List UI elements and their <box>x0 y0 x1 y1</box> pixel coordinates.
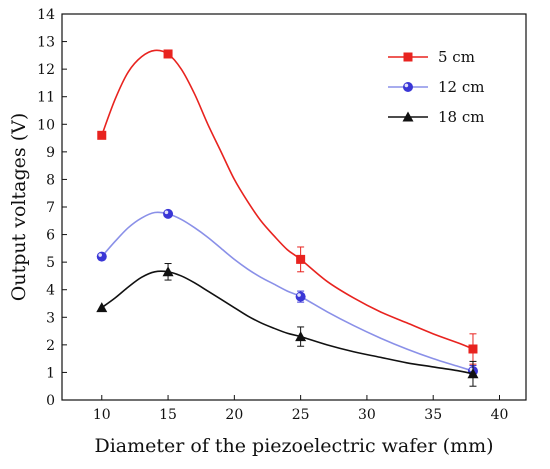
legend-label: 18 cm <box>438 108 484 126</box>
series-2 <box>96 263 479 387</box>
y-tick-label: 6 <box>46 228 55 244</box>
x-tick-label: 30 <box>358 407 376 423</box>
y-tick-label: 1 <box>46 365 55 381</box>
y-axis-title: Output voltages (V) <box>8 113 30 301</box>
data-point-triangle <box>295 331 307 342</box>
y-tick-label: 12 <box>37 62 55 78</box>
y-tick-label: 8 <box>46 172 55 188</box>
data-point-highlight <box>164 210 169 215</box>
data-point-triangle <box>467 368 479 379</box>
x-tick-label: 40 <box>491 407 509 423</box>
data-point-square <box>296 254 306 264</box>
series-1 <box>96 208 478 378</box>
series-line <box>101 270 474 375</box>
x-tick-label: 15 <box>159 407 177 423</box>
y-tick-label: 5 <box>46 255 55 271</box>
y-tick-label: 10 <box>37 117 55 133</box>
x-tick-label: 20 <box>225 407 243 423</box>
data-point-square <box>97 130 107 140</box>
legend-label: 12 cm <box>438 78 484 96</box>
data-point-square <box>403 52 413 62</box>
y-tick-label: 4 <box>46 283 55 299</box>
series-line <box>101 211 474 372</box>
y-tick-label: 11 <box>37 90 55 106</box>
data-point-circle <box>96 251 107 262</box>
y-tick-label: 13 <box>37 35 55 51</box>
data-point-triangle <box>402 111 414 122</box>
data-point-highlight <box>98 253 102 257</box>
y-tick-label: 2 <box>46 338 55 354</box>
series-0 <box>97 49 478 365</box>
x-tick-label: 10 <box>93 407 111 423</box>
data-point-circle <box>163 208 174 219</box>
legend: 5 cm 12 cm 18 cm <box>388 48 484 126</box>
data-point-circle <box>403 82 413 92</box>
series-line <box>101 49 474 350</box>
x-tick-label: 25 <box>292 407 310 423</box>
y-tick-label: 9 <box>46 145 55 161</box>
data-point-highlight <box>297 293 301 297</box>
y-tick-label: 0 <box>46 393 55 409</box>
legend-label: 5 cm <box>438 48 475 66</box>
data-point-circle <box>295 291 306 302</box>
x-tick-label: 35 <box>424 407 442 423</box>
y-tick-label: 14 <box>37 7 55 23</box>
data-point-highlight <box>404 83 409 88</box>
y-tick-label: 7 <box>46 200 55 216</box>
data-point-triangle <box>96 302 108 313</box>
data-point-triangle <box>162 266 174 277</box>
series-layer <box>96 49 479 387</box>
y-tick-label: 3 <box>46 310 55 326</box>
data-point-square <box>468 344 478 354</box>
data-point-square <box>163 49 173 59</box>
x-axis-title: Diameter of the piezoelectric wafer (mm) <box>94 435 493 457</box>
